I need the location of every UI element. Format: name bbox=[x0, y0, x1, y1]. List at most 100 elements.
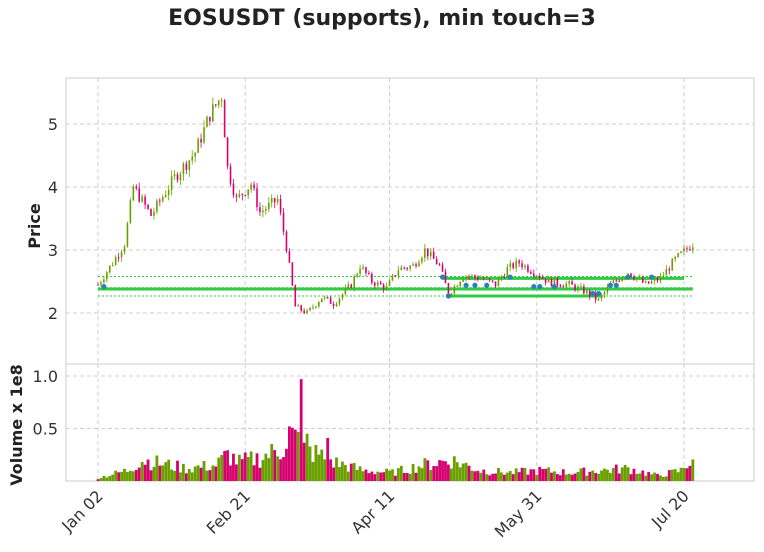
candle-body bbox=[206, 116, 208, 128]
candle-body bbox=[515, 260, 517, 269]
volume-bar bbox=[223, 451, 227, 481]
volume-bar bbox=[470, 470, 474, 481]
volume-bar bbox=[235, 464, 238, 481]
volume-bar bbox=[464, 462, 468, 481]
volume-bar bbox=[379, 472, 383, 481]
candle-body bbox=[117, 257, 120, 259]
candle-body bbox=[518, 260, 520, 264]
candle-body bbox=[114, 257, 117, 265]
candle-body bbox=[179, 174, 182, 181]
candle-body bbox=[409, 265, 411, 269]
candle-body bbox=[97, 284, 99, 286]
candle-body bbox=[547, 278, 550, 283]
candle-body bbox=[176, 174, 179, 181]
volume-bar bbox=[349, 463, 353, 481]
candle-body bbox=[538, 276, 541, 278]
x-tick-label: Jul 20 bbox=[647, 486, 693, 532]
candle-body bbox=[444, 271, 447, 284]
price-panel: 2 3 4 5 bbox=[48, 77, 755, 365]
volume-bar bbox=[455, 462, 459, 481]
candle-body bbox=[435, 258, 438, 265]
volume-bar bbox=[597, 473, 601, 481]
candle-body bbox=[650, 281, 653, 284]
support-touch-marker bbox=[596, 290, 602, 297]
support-touch-marker bbox=[537, 283, 543, 290]
volume-bar bbox=[226, 450, 229, 481]
candle-body bbox=[647, 281, 650, 284]
candle-body bbox=[253, 184, 255, 189]
candle-body bbox=[394, 275, 397, 277]
candle-body bbox=[315, 306, 317, 308]
volume-bar bbox=[326, 437, 330, 481]
x-tick-label: Apr 11 bbox=[347, 486, 398, 537]
candle-body bbox=[161, 197, 164, 202]
candle-body bbox=[456, 285, 459, 287]
volume-bar bbox=[676, 472, 680, 481]
volume-bar bbox=[514, 468, 518, 481]
volume-bar bbox=[184, 473, 188, 481]
volume-bar bbox=[423, 458, 427, 481]
volume-bar bbox=[305, 433, 309, 481]
candle-body bbox=[282, 212, 285, 232]
candle-body bbox=[191, 156, 194, 161]
candle-body bbox=[223, 100, 226, 138]
candle-body bbox=[565, 283, 568, 287]
candle-body bbox=[453, 286, 456, 294]
candle-body bbox=[574, 284, 576, 290]
candle-body bbox=[235, 195, 238, 197]
volume-bar bbox=[102, 475, 106, 481]
candle-body bbox=[588, 290, 591, 297]
support-touch-marker bbox=[439, 274, 446, 280]
volume-bar bbox=[603, 468, 606, 481]
candle-body bbox=[365, 267, 367, 273]
candle-body bbox=[265, 208, 267, 211]
candle-body bbox=[326, 297, 329, 299]
candle-body bbox=[359, 268, 361, 274]
volume-bar bbox=[276, 456, 280, 481]
candle-body bbox=[450, 293, 453, 296]
volume-bar bbox=[335, 457, 338, 481]
volume-bar bbox=[220, 455, 224, 481]
volume-bar bbox=[373, 474, 377, 481]
volume-bar bbox=[317, 454, 321, 481]
support-touch-marker bbox=[625, 274, 631, 280]
volume-bar bbox=[667, 470, 671, 481]
candle-body bbox=[624, 276, 626, 279]
candle-body bbox=[600, 295, 603, 299]
volume-bar bbox=[296, 431, 300, 481]
candle-body bbox=[562, 286, 565, 288]
volume-bar bbox=[246, 457, 250, 481]
volume-bar bbox=[202, 461, 206, 481]
candle-body bbox=[524, 265, 526, 268]
candle-body bbox=[323, 297, 326, 299]
volume-bar bbox=[270, 444, 274, 481]
volume-bar bbox=[355, 469, 359, 481]
volume-bar bbox=[449, 468, 453, 481]
volume-bar bbox=[544, 468, 547, 481]
candle-body bbox=[639, 277, 641, 279]
volume-bar bbox=[117, 472, 121, 481]
volume-bar bbox=[417, 466, 421, 481]
candle-body bbox=[494, 281, 497, 287]
volume-bar bbox=[111, 474, 115, 481]
volume-bar bbox=[161, 465, 165, 481]
price-tick-label: 5 bbox=[48, 115, 58, 134]
volume-bar bbox=[352, 463, 356, 481]
candle-body bbox=[403, 267, 406, 269]
candle-body bbox=[656, 278, 659, 281]
support-touch-marker bbox=[531, 283, 537, 290]
candle-body bbox=[297, 305, 300, 307]
volume-bar bbox=[638, 473, 642, 481]
candle-body bbox=[209, 116, 211, 122]
candle-body bbox=[385, 285, 388, 290]
volume-bar bbox=[570, 474, 574, 481]
candle-body bbox=[388, 280, 391, 286]
candle-body bbox=[185, 163, 188, 170]
volume-bar bbox=[673, 469, 677, 481]
candle-body bbox=[229, 166, 232, 184]
candle-body bbox=[288, 251, 291, 263]
candle-body bbox=[353, 276, 355, 288]
volume-bar bbox=[370, 471, 374, 481]
candle-body bbox=[418, 262, 420, 267]
candle-body bbox=[338, 298, 341, 304]
